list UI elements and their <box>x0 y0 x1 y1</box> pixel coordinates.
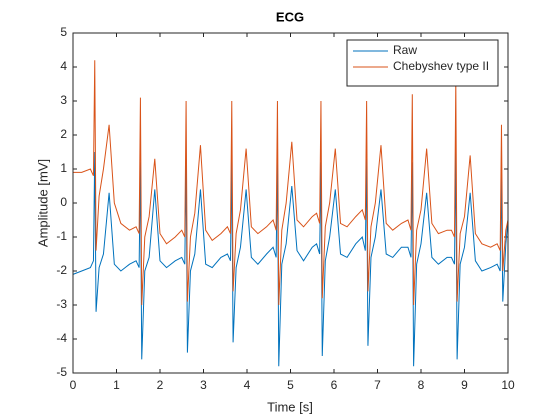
y-axis-label: Amplitude [mV] <box>35 159 50 247</box>
x-axis-label: Time [s] <box>267 399 313 414</box>
y-tick-label: 5 <box>60 25 67 39</box>
legend-label: Chebyshev type II <box>393 59 489 73</box>
x-tick-label: 0 <box>70 378 77 392</box>
y-tick-label: -4 <box>56 331 67 345</box>
x-tick-label: 9 <box>461 378 468 392</box>
x-tick-label: 1 <box>113 378 120 392</box>
legend-label: Raw <box>393 43 417 57</box>
y-tick-label: 3 <box>60 93 67 107</box>
y-tick-label: -2 <box>56 263 67 277</box>
y-tick-label: 4 <box>60 59 67 73</box>
y-tick-label: -5 <box>56 365 67 379</box>
x-tick-label: 4 <box>244 378 251 392</box>
x-tick-label: 3 <box>200 378 207 392</box>
legend-box <box>346 39 499 87</box>
y-tick-label: -1 <box>56 229 67 243</box>
series-line <box>72 151 509 367</box>
x-tick-label: 2 <box>157 378 164 392</box>
y-tick-label: 2 <box>60 127 67 141</box>
y-tick-label: 1 <box>60 161 67 175</box>
x-tick-label: 10 <box>501 378 515 392</box>
x-tick-label: 8 <box>418 378 425 392</box>
x-tick-label: 5 <box>287 378 294 392</box>
x-tick-label: 7 <box>374 378 381 392</box>
series-line <box>73 60 509 306</box>
axes-box <box>72 32 509 374</box>
x-tick-label: 6 <box>331 378 338 392</box>
chart-title: ECG <box>276 9 304 24</box>
y-tick-label: 0 <box>60 195 67 209</box>
y-tick-label: -3 <box>56 297 67 311</box>
